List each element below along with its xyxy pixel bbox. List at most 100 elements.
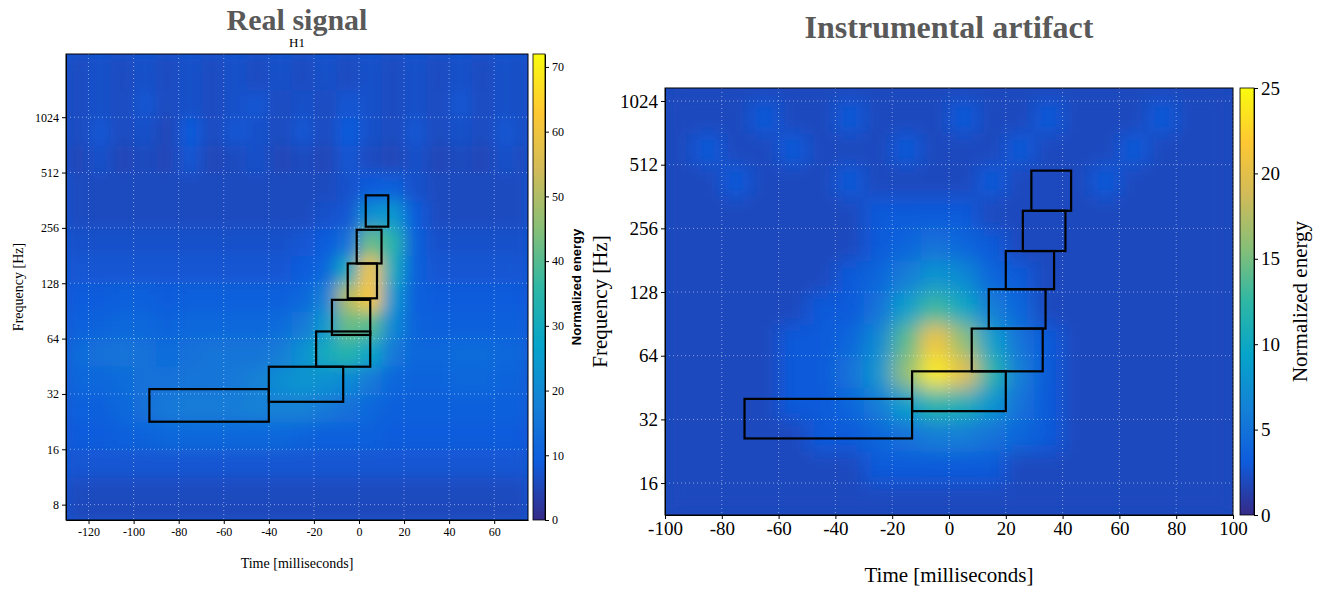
- colorbar-tick: 30: [545, 319, 564, 333]
- heatmap-cell: [1148, 133, 1177, 165]
- grid-line-x: [178, 54, 179, 520]
- heatmap-cell: [807, 260, 836, 292]
- heatmap-cell: [472, 283, 495, 311]
- heatmap-cell: [201, 145, 224, 173]
- heatmap-cell: [1063, 451, 1092, 483]
- heatmap-cell: [134, 228, 157, 256]
- heatmap-cell: [750, 387, 779, 420]
- heatmap-cell: [179, 366, 202, 394]
- heatmap-cell: [665, 292, 694, 324]
- heatmap-cell: [134, 256, 157, 284]
- heatmap-cell: [472, 173, 495, 201]
- heatmap-cell: [892, 197, 921, 229]
- heatmap-cell: [693, 387, 722, 420]
- heatmap-cell: [382, 449, 405, 477]
- heatmap-cell: [89, 228, 112, 256]
- grid-line-x: [133, 54, 134, 520]
- heatmap-cell: [382, 422, 405, 450]
- heatmap-cell: [1119, 228, 1148, 260]
- heatmap-cell: [224, 200, 247, 228]
- heatmap-cell: [427, 339, 450, 367]
- heatmap-cell: [224, 477, 247, 505]
- xticks-tick: -40: [261, 520, 277, 539]
- heatmap-cell: [693, 101, 722, 133]
- grid-line-x: [949, 88, 950, 515]
- heatmap-cell: [449, 145, 472, 173]
- xticks-tick: -100: [123, 520, 145, 539]
- heatmap-cell: [693, 292, 722, 324]
- heatmap-cell: [179, 283, 202, 311]
- heatmap-cell: [722, 260, 751, 292]
- grid-line-y: [66, 449, 528, 450]
- heatmap-cell: [1119, 356, 1148, 388]
- heatmap-cell: [1148, 324, 1177, 356]
- colorbar-tick-mark: [545, 326, 549, 327]
- heatmap-cell: [864, 101, 893, 133]
- heatmap-cell: [835, 101, 864, 133]
- grid-line-y: [66, 117, 528, 118]
- heatmap-cell: [427, 200, 450, 228]
- heatmap-cell: [404, 505, 427, 520]
- heatmap-cell: [1063, 197, 1092, 229]
- yticks-tick-mark: [661, 228, 665, 229]
- heatmap-cell: [449, 283, 472, 311]
- xticks-tick: -60: [216, 520, 232, 539]
- heatmap-cell: [156, 54, 179, 90]
- heatmap-cell: [892, 451, 921, 483]
- heatmap-cell: [921, 324, 950, 356]
- heatmap-cell: [134, 145, 157, 173]
- heatmap-cell: [449, 366, 472, 394]
- heatmap-cell: [449, 173, 472, 201]
- heatmap-cell: [201, 505, 224, 520]
- heatmap-cell: [66, 90, 89, 118]
- heatmap-cell: [291, 117, 314, 145]
- yticks-tick: 64: [639, 345, 665, 366]
- tile-box: [912, 371, 1006, 411]
- grid-line-y: [665, 101, 1233, 102]
- heatmap-cell: [1205, 165, 1233, 197]
- heatmap-cell: [66, 449, 89, 477]
- heatmap-cell: [291, 339, 314, 367]
- xticks-tick: -20: [880, 515, 905, 539]
- heatmap-cell: [1119, 88, 1148, 102]
- heatmap-cell: [1006, 228, 1035, 260]
- yticks-tick-mark: [661, 483, 665, 484]
- heatmap-cell: [89, 422, 112, 450]
- heatmap-cell: [66, 200, 89, 228]
- tile-box: [316, 331, 370, 366]
- xticks-tick-label: 20: [399, 525, 411, 539]
- heatmap-cell: [291, 54, 314, 90]
- heatmap-cell: [291, 394, 314, 422]
- heatmap-cell: [156, 200, 179, 228]
- plot-area: [665, 88, 1233, 515]
- colorbar-tick: 40: [545, 254, 564, 268]
- heatmap-cell: [1091, 387, 1120, 420]
- colorbar-tick-mark: [545, 391, 549, 392]
- heatmap-cell: [472, 200, 495, 228]
- heatmap-cell: [835, 228, 864, 260]
- heatmap-cell: [269, 394, 292, 422]
- heatmap-cell: [494, 394, 517, 422]
- colorbar: [1240, 88, 1254, 515]
- heatmap-cell: [336, 117, 359, 145]
- heatmap-cell: [404, 394, 427, 422]
- heatmap-cell: [977, 483, 1006, 515]
- heatmap-cell: [89, 311, 112, 339]
- heatmap-cell: [750, 451, 779, 483]
- heatmap-cell: [1063, 387, 1092, 420]
- heatmap-cell: [382, 366, 405, 394]
- heatmap-cell: [517, 145, 528, 173]
- heatmap-cell: [949, 101, 978, 133]
- yticks-tick-mark: [62, 173, 66, 174]
- heatmap-cell: [89, 505, 112, 520]
- xticks-tick-label: -40: [823, 518, 848, 539]
- heatmap-cell: [921, 260, 950, 292]
- heatmap-cell: [864, 165, 893, 197]
- heatmap-cell: [291, 422, 314, 450]
- heatmap-cell: [1205, 451, 1233, 483]
- heatmap-cell: [835, 324, 864, 356]
- heatmap-cell: [1006, 419, 1035, 452]
- yticks-tick: 16: [639, 473, 665, 494]
- heatmap-cell: [314, 145, 337, 173]
- heatmap-cell: [201, 311, 224, 339]
